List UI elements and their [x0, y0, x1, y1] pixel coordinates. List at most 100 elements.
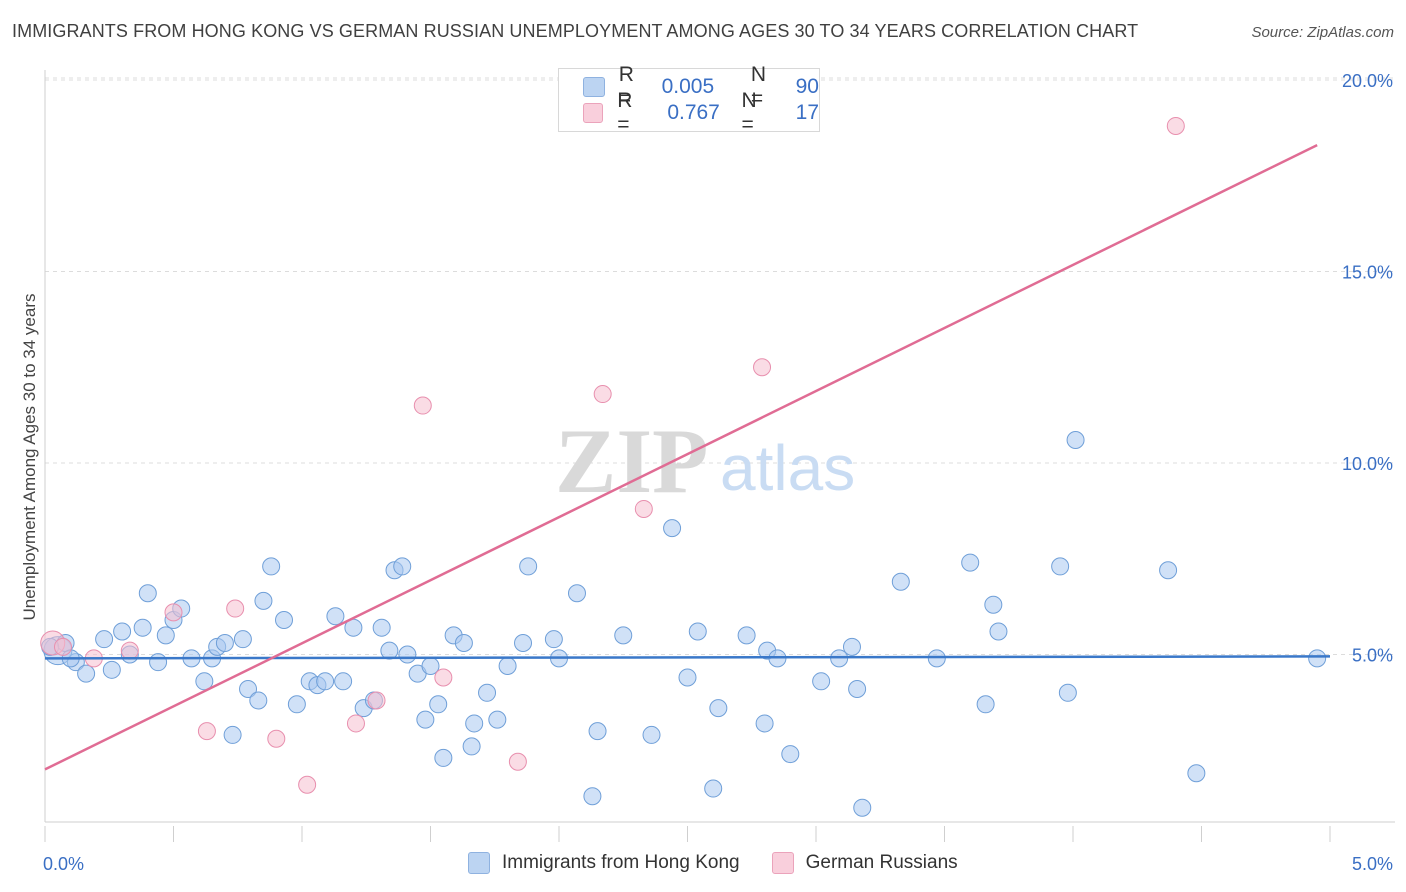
- data-point-blue: [1058, 683, 1077, 702]
- data-point-blue: [113, 622, 132, 641]
- data-point-blue: [102, 660, 121, 679]
- data-point-blue: [262, 557, 281, 576]
- data-point-blue: [380, 641, 399, 660]
- data-point-blue: [334, 672, 353, 691]
- data-point-blue: [614, 626, 633, 645]
- data-point-blue: [663, 519, 682, 538]
- trend-lines: [44, 143, 1331, 771]
- data-point-blue: [77, 664, 96, 683]
- axes: [44, 70, 1395, 842]
- data-point-pink: [298, 775, 317, 794]
- data-point-pink: [226, 599, 245, 618]
- data-point-blue: [434, 748, 453, 767]
- data-point-pink: [434, 668, 453, 687]
- data-point-blue: [984, 595, 1003, 614]
- data-point-blue: [398, 645, 417, 664]
- data-point-blue: [156, 626, 175, 645]
- data-point-pink: [634, 499, 653, 518]
- data-point-blue: [462, 737, 481, 756]
- correlation-legend: R = 0.005 N = 90 R = 0.767 N = 17: [558, 63, 820, 136]
- data-point-pink: [53, 637, 72, 656]
- data-point-blue: [1308, 649, 1327, 668]
- series-legend-item-blue: Immigrants from Hong Kong: [468, 852, 740, 874]
- data-point-blue: [1159, 561, 1178, 580]
- data-point-blue: [498, 656, 517, 675]
- x-tick-label: 0.0%: [43, 854, 84, 874]
- data-point-blue: [588, 722, 607, 741]
- data-point-blue: [519, 557, 538, 576]
- data-point-blue: [812, 672, 831, 691]
- y-axis-label: Unemployment Among Ages 30 to 34 years: [20, 294, 39, 621]
- legend-n-label: N =: [750, 63, 767, 110]
- data-point-blue: [704, 779, 723, 798]
- data-point-blue: [372, 618, 391, 637]
- legend-r-label: R =: [618, 63, 634, 110]
- data-point-blue: [781, 745, 800, 764]
- data-point-blue: [544, 630, 563, 649]
- data-point-pink: [1166, 116, 1185, 135]
- data-point-pink: [753, 358, 772, 377]
- data-point-blue: [249, 691, 268, 710]
- data-point-blue: [853, 798, 872, 817]
- legend-n-value: 17: [795, 101, 820, 124]
- data-point-pink: [508, 752, 527, 771]
- data-point-blue: [1187, 764, 1206, 783]
- data-point-blue: [215, 634, 234, 653]
- chart-title: IMMIGRANTS FROM HONG KONG VS GERMAN RUSS…: [12, 21, 1139, 41]
- data-point-blue: [927, 649, 946, 668]
- data-point-pink: [267, 729, 286, 748]
- data-point-blue: [478, 683, 497, 702]
- data-point-pink: [593, 385, 612, 404]
- trend-line-blue: [44, 655, 1331, 660]
- data-point-blue: [488, 710, 507, 729]
- data-point-blue: [848, 679, 867, 698]
- data-point-pink: [197, 722, 216, 741]
- data-point-pink: [346, 714, 365, 733]
- series-legend-swatch-pink: [771, 852, 794, 874]
- data-point-blue: [133, 618, 152, 637]
- data-point-blue: [223, 725, 242, 744]
- data-point-blue: [416, 710, 435, 729]
- data-point-pink: [120, 641, 139, 660]
- data-point-blue: [1051, 557, 1070, 576]
- data-point-blue: [1066, 431, 1085, 450]
- source-credit: Source: ZipAtlas.com: [1251, 24, 1394, 41]
- y-tick-label: 5.0%: [1352, 646, 1393, 666]
- legend-row-pink: R = 0.767 N = 17: [583, 89, 820, 136]
- data-point-blue: [989, 622, 1008, 641]
- data-point-blue: [454, 634, 473, 653]
- grid-lines: [45, 77, 1395, 655]
- data-point-blue: [891, 572, 910, 591]
- data-point-blue: [326, 607, 345, 626]
- series-legend-label: Immigrants from Hong Kong: [502, 852, 740, 873]
- legend-row-blue: R = 0.005 N = 90: [583, 63, 819, 110]
- series-legend-label: German Russians: [805, 852, 958, 873]
- legend-r-value: 0.005: [661, 75, 715, 98]
- data-point-blue: [254, 591, 273, 610]
- data-point-blue: [737, 626, 756, 645]
- tick-labels: 5.0% 10.0% 15.0% 20.0% 0.0% 5.0%: [43, 71, 1393, 874]
- data-point-blue: [149, 653, 168, 672]
- y-tick-label: 10.0%: [1342, 454, 1393, 474]
- data-point-blue: [567, 584, 586, 603]
- legend-swatch-blue: [583, 77, 605, 97]
- data-point-blue: [275, 611, 294, 630]
- y-tick-label: 20.0%: [1342, 71, 1393, 91]
- data-point-blue: [678, 668, 697, 687]
- data-point-blue: [95, 630, 114, 649]
- data-point-blue: [642, 725, 661, 744]
- series-legend-item-pink: German Russians: [771, 852, 958, 874]
- data-point-blue: [688, 622, 707, 641]
- data-point-blue: [755, 714, 774, 733]
- watermark-atlas: atlas: [720, 432, 855, 504]
- data-point-blue: [514, 634, 533, 653]
- data-point-blue: [583, 787, 602, 806]
- data-point-pink: [413, 396, 432, 415]
- data-point-blue: [393, 557, 412, 576]
- data-point-blue: [239, 679, 258, 698]
- data-point-blue: [233, 630, 252, 649]
- legend-r-label: R =: [617, 89, 633, 136]
- data-point-blue: [465, 714, 484, 733]
- watermark-zip: ZIP: [555, 410, 708, 512]
